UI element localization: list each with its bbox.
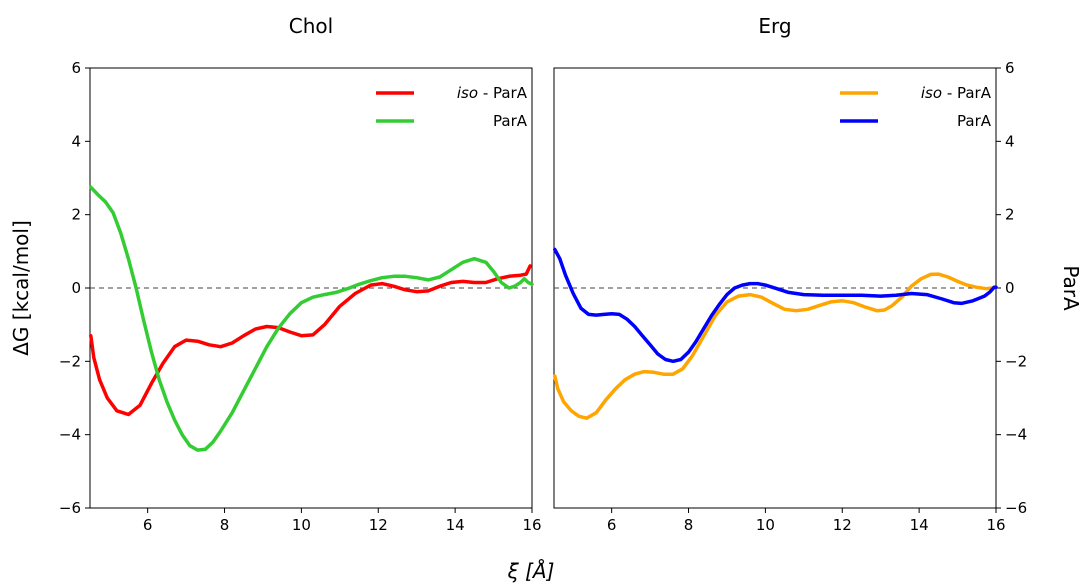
y-tick-label: 0 — [1005, 279, 1015, 297]
x-tick-label: 12 — [369, 516, 388, 534]
x-tick-label: 12 — [833, 516, 852, 534]
y-tick-label: −4 — [59, 426, 81, 444]
series-group — [89, 185, 534, 452]
series-group — [553, 247, 998, 420]
x-tick-label: 6 — [607, 516, 617, 534]
y-tick-label: −2 — [59, 352, 81, 370]
legend: iso - ParA ParA — [840, 84, 992, 130]
y-tick-label: 6 — [71, 59, 81, 77]
y-tick-label: 6 — [1005, 59, 1015, 77]
x-tick-label: 6 — [143, 516, 153, 534]
x-tick-label: 10 — [292, 516, 311, 534]
legend-label: iso - ParA — [921, 84, 992, 102]
legend: iso - ParA ParA — [376, 84, 528, 130]
tick-group: 6 8 10 12 14 16 6 4 2 0 −2 −4 −6 — [59, 59, 542, 534]
chart-panel-chol: Chol ΔG [kcal/mol] 6 8 10 12 14 166420−2−4−6 … — [9, 14, 542, 534]
y-tick-label: 4 — [1005, 132, 1015, 150]
x-tick-label: 10 — [756, 516, 775, 534]
series-line — [553, 247, 998, 364]
y-tick-label: −2 — [1005, 352, 1027, 370]
x-tick-label: 14 — [910, 516, 929, 534]
chart-panel-erg: Erg ParA 6 8 10 12 14 16 6 4 2 0 −2 −4 −6 iso - ParA… — [553, 14, 1080, 534]
series-line — [553, 272, 998, 420]
y-tick-label: 2 — [71, 206, 81, 224]
secondary-y-axis-label: ParA — [1059, 265, 1080, 311]
y-tick-label: −6 — [59, 499, 81, 517]
x-tick-label: 8 — [220, 516, 230, 534]
legend-label: ParA — [957, 112, 992, 130]
y-tick-label: −6 — [1005, 499, 1027, 517]
y-tick-label: 4 — [71, 132, 81, 150]
x-tick-label: 8 — [684, 516, 694, 534]
tick-group: 6 8 10 12 14 16 6 4 2 0 −2 −4 −6 — [607, 59, 1027, 534]
x-tick-label: 16 — [522, 516, 541, 534]
y-tick-label: −4 — [1005, 426, 1027, 444]
series-line — [89, 264, 532, 417]
x-tick-label: 16 — [986, 516, 1005, 534]
chart-title: Erg — [758, 14, 791, 38]
series-line — [89, 185, 534, 452]
legend-label: ParA — [493, 112, 528, 130]
chart-title: Chol — [289, 14, 333, 38]
y-tick-label: 0 — [71, 279, 81, 297]
y-tick-label: 2 — [1005, 206, 1015, 224]
x-tick-label: 14 — [446, 516, 465, 534]
y-axis-label: ΔG [kcal/mol] — [9, 220, 33, 356]
x-axis-label: ξ [Å] — [507, 559, 555, 583]
legend-label: iso - ParA — [457, 84, 528, 102]
